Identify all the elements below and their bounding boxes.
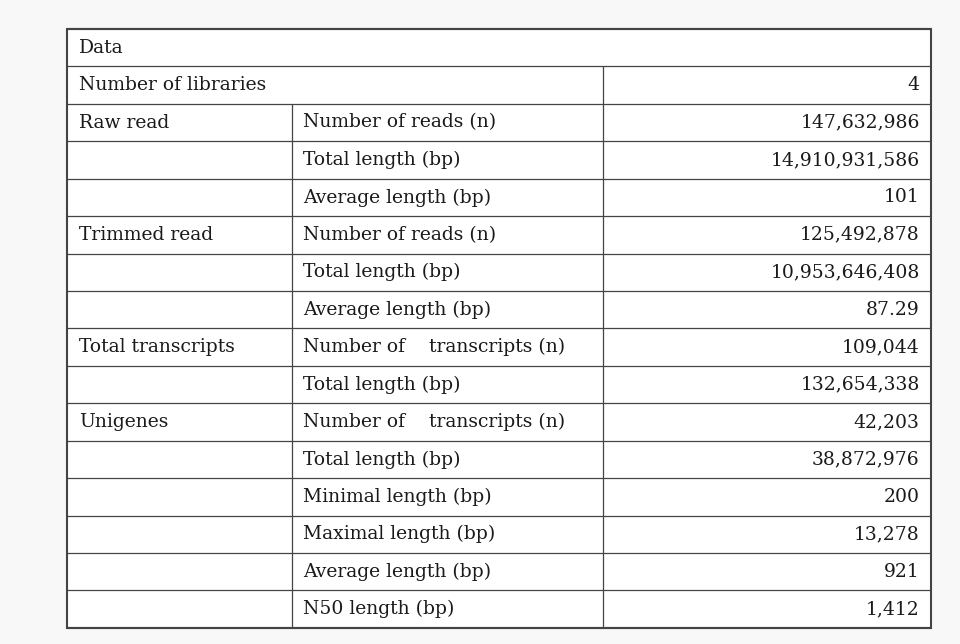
- Text: 921: 921: [884, 563, 920, 581]
- Text: Unigenes: Unigenes: [79, 413, 168, 431]
- Text: Total length (bp): Total length (bp): [303, 263, 461, 281]
- Text: Number of    transcripts (n): Number of transcripts (n): [303, 338, 565, 356]
- Text: 1,412: 1,412: [866, 600, 920, 618]
- Text: Raw read: Raw read: [79, 113, 169, 131]
- Text: Data: Data: [79, 39, 123, 57]
- Text: 4: 4: [907, 76, 920, 94]
- Text: Total length (bp): Total length (bp): [303, 375, 461, 393]
- Text: Maximal length (bp): Maximal length (bp): [303, 526, 495, 544]
- Text: 132,654,338: 132,654,338: [801, 375, 920, 393]
- Bar: [67, 29, 931, 628]
- Text: Total transcripts: Total transcripts: [79, 338, 234, 356]
- Text: Average length (bp): Average length (bp): [303, 188, 492, 207]
- Text: Number of    transcripts (n): Number of transcripts (n): [303, 413, 565, 431]
- Text: 87.29: 87.29: [866, 301, 920, 319]
- Text: Number of libraries: Number of libraries: [79, 76, 266, 94]
- Text: 101: 101: [884, 189, 920, 207]
- Text: 38,872,976: 38,872,976: [812, 450, 920, 468]
- Text: 125,492,878: 125,492,878: [800, 226, 920, 244]
- Text: 42,203: 42,203: [853, 413, 920, 431]
- Bar: [67, 29, 931, 628]
- Text: Total length (bp): Total length (bp): [303, 450, 461, 469]
- Text: 10,953,646,408: 10,953,646,408: [770, 263, 920, 281]
- Text: Trimmed read: Trimmed read: [79, 226, 213, 244]
- Text: 147,632,986: 147,632,986: [801, 113, 920, 131]
- Text: 14,910,931,586: 14,910,931,586: [771, 151, 920, 169]
- Text: Average length (bp): Average length (bp): [303, 301, 492, 319]
- Text: N50 length (bp): N50 length (bp): [303, 600, 455, 618]
- Text: Average length (bp): Average length (bp): [303, 563, 492, 581]
- Text: Number of reads (n): Number of reads (n): [303, 113, 496, 131]
- Text: 13,278: 13,278: [854, 526, 920, 544]
- Text: Number of reads (n): Number of reads (n): [303, 226, 496, 244]
- Text: 200: 200: [883, 488, 920, 506]
- Text: Total length (bp): Total length (bp): [303, 151, 461, 169]
- Text: Minimal length (bp): Minimal length (bp): [303, 488, 492, 506]
- Text: 109,044: 109,044: [842, 338, 920, 356]
